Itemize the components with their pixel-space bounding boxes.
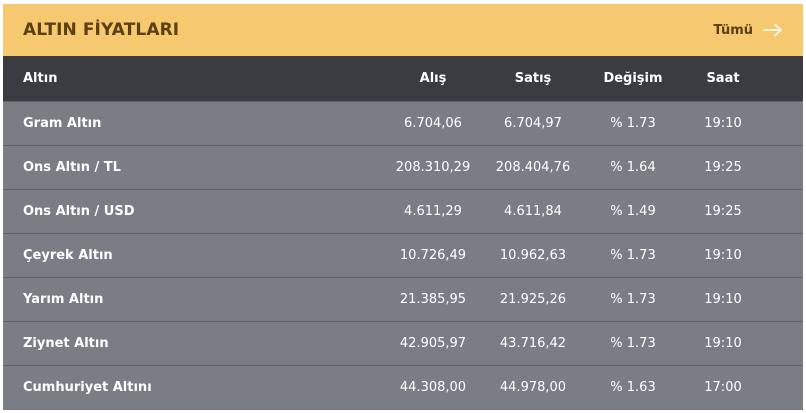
sell-price: 4.611,84 (504, 203, 562, 219)
sell-price: 44.978,00 (499, 379, 567, 395)
gold-name: Yarım Altın (23, 291, 104, 307)
update-time: 17:00 (704, 379, 742, 395)
gold-name: Ons Altın / TL (23, 159, 121, 175)
sell-price: 21.925,26 (499, 291, 567, 307)
update-time: 19:25 (704, 203, 742, 219)
sell-price: 6.704,97 (504, 115, 562, 131)
table-row[interactable]: Ons Altın / TL 208.310,29 208.404,76 % 1… (3, 145, 803, 189)
gold-name: Ons Altın / USD (23, 203, 135, 219)
column-header-sell: Satış (514, 70, 552, 86)
table-row[interactable]: Yarım Altın 21.385,95 21.925,26 % 1.73 1… (3, 277, 803, 321)
column-header-name: Altın (23, 70, 58, 86)
widget-title: ALTIN FİYATLARI (23, 20, 180, 40)
buy-price: 4.611,29 (404, 203, 462, 219)
buy-price: 42.905,97 (399, 335, 467, 351)
widget-header: ALTIN FİYATLARI Tümü (3, 4, 803, 56)
table-row[interactable]: Gram Altın 6.704,06 6.704,97 % 1.73 19:1… (3, 101, 803, 145)
view-all-label: Tümü (713, 22, 753, 38)
gold-name: Ziynet Altın (23, 335, 109, 351)
table-row[interactable]: Cumhuriyet Altını 44.308,00 44.978,00 % … (3, 365, 803, 409)
buy-price: 21.385,95 (399, 291, 467, 307)
buy-price: 6.704,06 (404, 115, 462, 131)
column-spacer (763, 56, 803, 101)
update-time: 19:10 (704, 335, 742, 351)
column-header-time: Saat (706, 70, 740, 86)
column-header-buy: Alış (419, 70, 447, 86)
gold-name: Çeyrek Altın (23, 247, 113, 263)
gold-prices-table: Altın Alış Satış Değişim Saat Gram Altın… (3, 56, 803, 409)
change-percent: % 1.73 (610, 115, 656, 131)
table-row[interactable]: Ziynet Altın 42.905,97 43.716,42 % 1.73 … (3, 321, 803, 365)
column-header-change: Değişim (603, 70, 663, 86)
gold-name: Cumhuriyet Altını (23, 379, 152, 395)
change-percent: % 1.63 (610, 379, 656, 395)
change-percent: % 1.73 (610, 247, 656, 263)
change-percent: % 1.49 (610, 203, 656, 219)
table-row[interactable]: Ons Altın / USD 4.611,29 4.611,84 % 1.49… (3, 189, 803, 233)
buy-price: 208.310,29 (395, 159, 471, 175)
gold-prices-widget: ALTIN FİYATLARI Tümü Altın Alış Satış De… (3, 4, 803, 410)
update-time: 19:10 (704, 247, 742, 263)
change-percent: % 1.64 (610, 159, 656, 175)
table-row[interactable]: Çeyrek Altın 10.726,49 10.962,63 % 1.73 … (3, 233, 803, 277)
update-time: 19:10 (704, 291, 742, 307)
sell-price: 43.716,42 (499, 335, 567, 351)
update-time: 19:25 (704, 159, 742, 175)
change-percent: % 1.73 (610, 291, 656, 307)
sell-price: 10.962,63 (499, 247, 567, 263)
update-time: 19:10 (704, 115, 742, 131)
change-percent: % 1.73 (610, 335, 656, 351)
sell-price: 208.404,76 (495, 159, 571, 175)
buy-price: 10.726,49 (399, 247, 467, 263)
gold-name: Gram Altın (23, 115, 102, 131)
buy-price: 44.308,00 (399, 379, 467, 395)
arrow-right-icon (763, 23, 782, 37)
view-all-link[interactable]: Tümü (713, 23, 783, 38)
table-header-row: Altın Alış Satış Değişim Saat (3, 56, 803, 101)
